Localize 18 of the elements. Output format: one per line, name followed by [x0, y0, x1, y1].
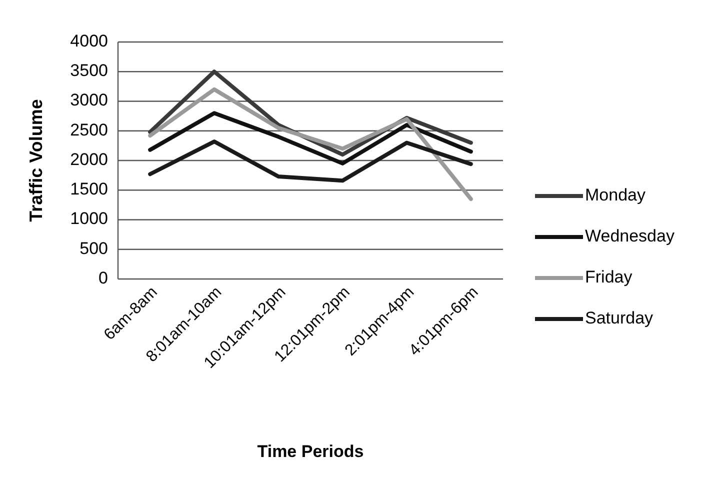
line-series: [148, 87, 473, 202]
y-tick-label: 3500: [70, 61, 108, 80]
y-tick-label: 500: [80, 238, 108, 258]
y-tick-label: 2500: [70, 120, 108, 140]
y-tick-label: 1500: [70, 180, 108, 199]
line-series: [148, 140, 473, 183]
y-axis-title: Traffic Volume: [26, 99, 46, 222]
line-series: [148, 111, 473, 166]
legend-label: Wednesday: [585, 226, 675, 246]
legend-label: Friday: [585, 267, 633, 286]
y-tick-label: 4000: [70, 31, 108, 50]
x-axis-title: Time Periods: [257, 442, 364, 461]
y-tick-label: 1000: [70, 209, 108, 228]
y-tick-label: 2000: [70, 150, 108, 169]
legend-label: Saturday: [585, 308, 654, 328]
y-tick-label: 3000: [70, 90, 108, 110]
legend-label: Monday: [585, 185, 646, 204]
y-tick-label: 0: [98, 268, 108, 288]
